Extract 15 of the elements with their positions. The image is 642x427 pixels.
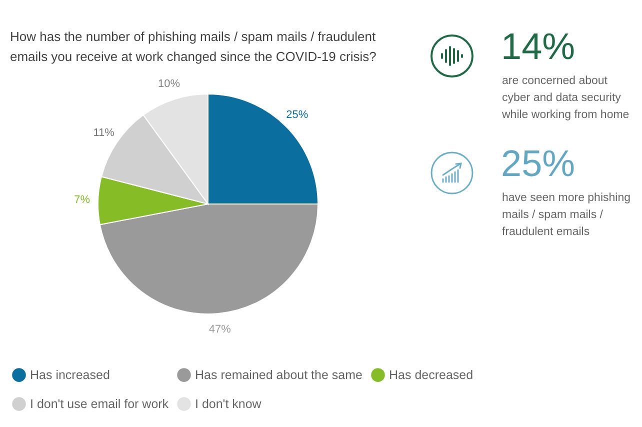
text: are concerned about cyber and data security while working from home: [502, 74, 630, 123]
data-label: 11%: [93, 127, 115, 140]
data-label: 7%: [74, 194, 90, 206]
data-label: 10%: [158, 78, 180, 90]
data-label: 25%: [286, 108, 308, 121]
legend-label: I don't know: [195, 397, 262, 411]
legend-label: Has decreased: [389, 368, 474, 382]
legend-label: I don't use email for work: [30, 397, 170, 411]
text: 25%: [501, 143, 576, 185]
text: have seen more phishing mails / spam mails / fraudulent emails: [502, 191, 632, 240]
text: 14%: [501, 26, 576, 68]
chart-title: How has the number of phishing mails / spam mails / fraudulent emails you receive at work changed since the COVID-19 crisis?: [10, 28, 378, 66]
legend-label: Has increased: [30, 368, 110, 382]
legend-label: Has remained about the same: [195, 368, 363, 382]
data-label: 47%: [208, 323, 232, 336]
